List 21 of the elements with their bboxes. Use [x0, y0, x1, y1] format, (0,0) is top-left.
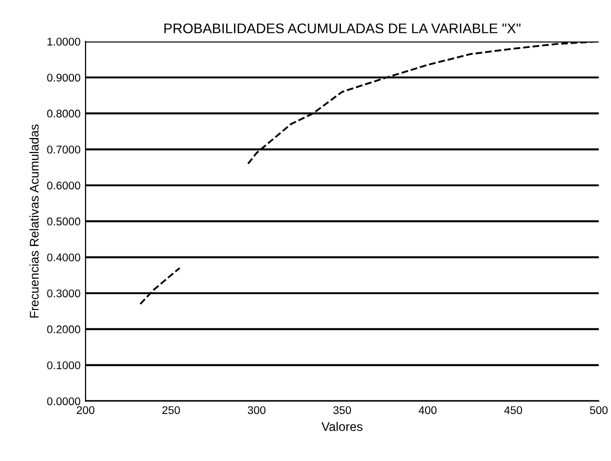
x-tick-label: 200	[76, 406, 94, 414]
x-tick-label: 400	[418, 406, 437, 414]
y-tick-label: 1.0000	[48, 38, 80, 46]
x-tick-label: 500	[590, 406, 608, 414]
chart-title: PROBABILIDADES ACUMULADAS DE LA VARIABLE "X"	[164, 23, 520, 34]
x-tick-label: 450	[504, 406, 522, 414]
y-tick-label: 0.4000	[47, 254, 80, 262]
y-axis-title: Frecuencias Relativas Acumuladas	[29, 124, 39, 318]
y-tick-label: 0.7000	[47, 146, 80, 154]
y-tick-label: 0.2000	[47, 325, 80, 334]
x-tick-label: 350	[333, 406, 351, 414]
x-tick-label: 300	[248, 406, 266, 414]
y-tick-label: 0.9000	[47, 74, 80, 82]
y-tick-label: 0.3000	[47, 289, 80, 298]
x-axis-title: Valores	[321, 422, 362, 432]
x-tick-label: 250	[162, 406, 180, 414]
y-tick-label: 0.0000	[47, 397, 80, 406]
y-tick-label: 0.1000	[47, 361, 80, 370]
y-tick-label: 0.8000	[47, 110, 80, 118]
y-tick-label: 0.5000	[47, 218, 80, 226]
y-tick-label: 0.6000	[47, 182, 80, 190]
